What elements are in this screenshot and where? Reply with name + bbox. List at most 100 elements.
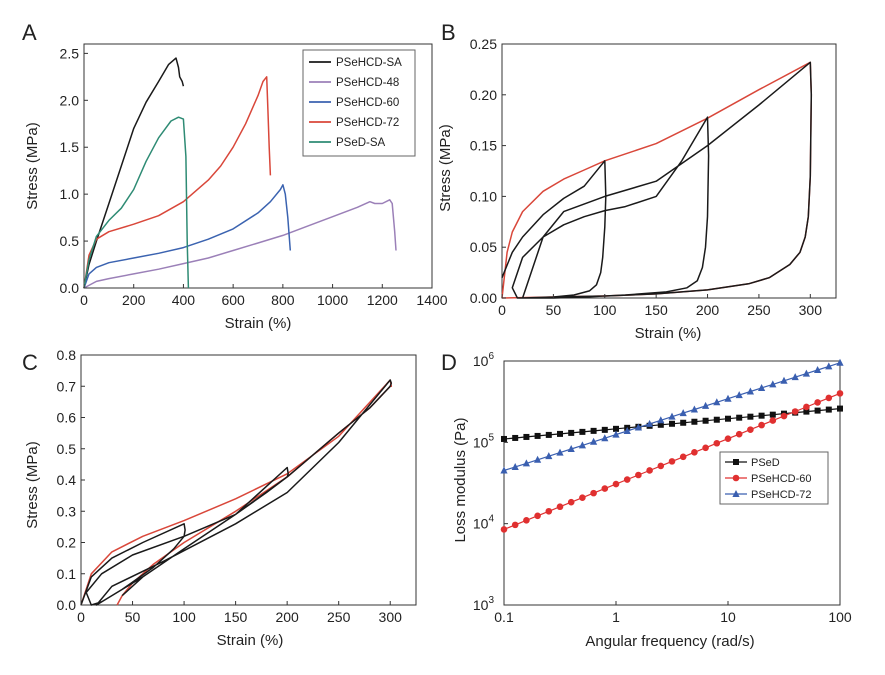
panel-d-data-point-2	[713, 398, 721, 406]
panel-d-data-point-1	[657, 462, 665, 470]
panel-b-xtick-label: 100	[593, 302, 617, 318]
panel-b-xtick-label: 150	[644, 302, 668, 318]
panel-c-ytick-label: 0.8	[57, 347, 77, 363]
panel-d-data-point-1	[612, 480, 620, 488]
panel-b-ytick-label: 0.10	[470, 188, 497, 204]
panel-d-ytick-exp: 4	[488, 514, 494, 525]
panel-a-ytick-label: 0.0	[60, 280, 80, 296]
panel-a-legend-label: PSeD-SA	[336, 137, 386, 149]
panel-d-data-point-0	[691, 418, 698, 425]
panel-a-ytick-label: 2.5	[60, 45, 80, 61]
panel-a-series-line-1	[83, 199, 397, 289]
panel-d-data-point-0	[590, 427, 597, 434]
panel-d-data-point-1	[545, 507, 553, 515]
panel-a-xtick-label: 0	[80, 292, 88, 308]
panel-d-xtick-label: 10	[720, 609, 736, 625]
panel-d-data-point-1	[679, 453, 687, 461]
panel-c-series-line-1	[80, 379, 393, 606]
panel-d-data-point-1	[691, 449, 698, 456]
panel-a-xtick-label: 1400	[416, 292, 447, 308]
panel-b-ylabel: Stress (MPa)	[437, 124, 454, 212]
panel-a-letter: A	[22, 20, 37, 45]
panel-c-ytick-label: 0.5	[57, 441, 77, 457]
panel-a-ytick-label: 0.5	[60, 233, 80, 249]
panel-c-ylabel: Stress (MPa)	[24, 441, 41, 529]
panel-d-data-point-1	[590, 489, 597, 497]
panel-d-data-point-1	[623, 476, 631, 483]
panel-d-data-point-1	[836, 390, 844, 397]
panel-b-xlabel: Strain (%)	[635, 325, 702, 342]
panel-a-series-line-2	[83, 184, 292, 289]
panel-b-xtick-label: 50	[546, 302, 562, 318]
panel-d-data-point-0	[725, 415, 731, 422]
panel-d-ytick-exp: 5	[488, 432, 494, 443]
panel-d-ylabel: Loss modulus (Pa)	[452, 417, 469, 542]
panel-d-data-point-1	[825, 394, 833, 402]
panel-d-ytick-label: 105	[473, 432, 495, 450]
panel-c-ytick-label: 0.6	[57, 410, 77, 426]
panel-b-xtick-label: 250	[747, 302, 771, 318]
panel-d-data-point-2	[657, 416, 665, 424]
panel-d-data-point-0	[545, 431, 552, 438]
panel-d-data-point-2	[634, 423, 642, 431]
panel-d-ytick-label: 104	[473, 514, 495, 532]
panel-a-plot-frame	[83, 43, 433, 289]
panel-d-data-point-1	[635, 471, 642, 479]
panel-a-legend-label: PSeHCD-60	[336, 97, 399, 109]
panel-d-data-point-0	[747, 413, 754, 420]
panel-d-data-point-1	[791, 408, 799, 415]
panel-b-ytick-label: 0.20	[470, 87, 497, 103]
panel-d-data-point-0	[669, 420, 675, 427]
panel-d-legend: PSeD PSeHCD-60 PSeHCD-72	[719, 451, 829, 505]
panel-a-series-line-4	[83, 116, 190, 289]
panel-a-xtick-label: 600	[221, 292, 245, 308]
panel-d-xlabel: Angular frequency (rad/s)	[585, 633, 754, 650]
panel-d-data-point-2	[780, 376, 788, 384]
panel-d-data-point-2	[746, 387, 754, 395]
panel-b-ytick-label: 0.25	[470, 36, 497, 52]
panel-d-data-point-0	[523, 433, 530, 440]
panel-d: D Angular frequency (rad/s) Loss modulus…	[441, 350, 852, 650]
panel-d-data-point-2	[679, 409, 687, 417]
panel-d-ytick-exp: 6	[488, 351, 494, 362]
panel-b-xtick-label: 200	[696, 302, 720, 318]
panel-c-ytick-label: 0.4	[57, 472, 77, 488]
panel-c-xtick-label: 250	[327, 609, 351, 625]
panel-a-legend-label: PSeHCD-48	[336, 77, 399, 89]
panel-d-data-point-1	[758, 421, 765, 429]
panel-d-plot-frame	[503, 360, 841, 606]
panel-d-data-point-0	[534, 432, 541, 439]
panel-d-ytick-label: 106	[473, 351, 495, 369]
panel-d-data-point-0	[803, 408, 810, 415]
panel-d-legend-label: PSeD	[751, 457, 780, 469]
panel-d-data-point-2	[545, 452, 553, 460]
panel-c-xtick-label: 150	[224, 609, 248, 625]
panel-d-data-point-2	[668, 412, 676, 420]
panel-d-legend-marker	[733, 459, 739, 465]
panel-d-data-point-2	[601, 434, 609, 442]
panel-a-series-line-0	[83, 57, 185, 289]
panel-c-ytick-label: 0.1	[57, 566, 77, 582]
panel-c-letter: C	[22, 350, 38, 375]
panel-d-data-point-0	[769, 411, 776, 418]
panel-a-legend-label: PSeHCD-SA	[336, 57, 402, 69]
panel-d-data-point-0	[579, 428, 586, 435]
panel-c-xtick-label: 50	[125, 609, 141, 625]
panel-d-legend-label: PSeHCD-72	[751, 489, 812, 501]
panel-c-xtick-label: 100	[172, 609, 196, 625]
panel-d-data-point-1	[702, 444, 709, 452]
panel-d-data-point-0	[512, 434, 519, 441]
panel-d-data-point-2	[612, 430, 620, 438]
panel-b-ytick-label: 0.15	[470, 138, 497, 154]
panel-d-xtick-label: 0.1	[494, 609, 514, 625]
panel-d-data-point-2	[702, 401, 710, 409]
panel-b-plot-frame	[501, 43, 837, 299]
panel-c-xlabel: Strain (%)	[217, 632, 284, 649]
panel-d-data-point-2	[534, 455, 542, 463]
panel-d-data-point-2	[690, 405, 698, 413]
panel-d-data-point-1	[668, 458, 676, 465]
panel-d-data-point-2	[567, 444, 575, 452]
panel-d-data-point-1	[534, 512, 541, 520]
panel-a-ytick-label: 1.5	[60, 139, 80, 155]
